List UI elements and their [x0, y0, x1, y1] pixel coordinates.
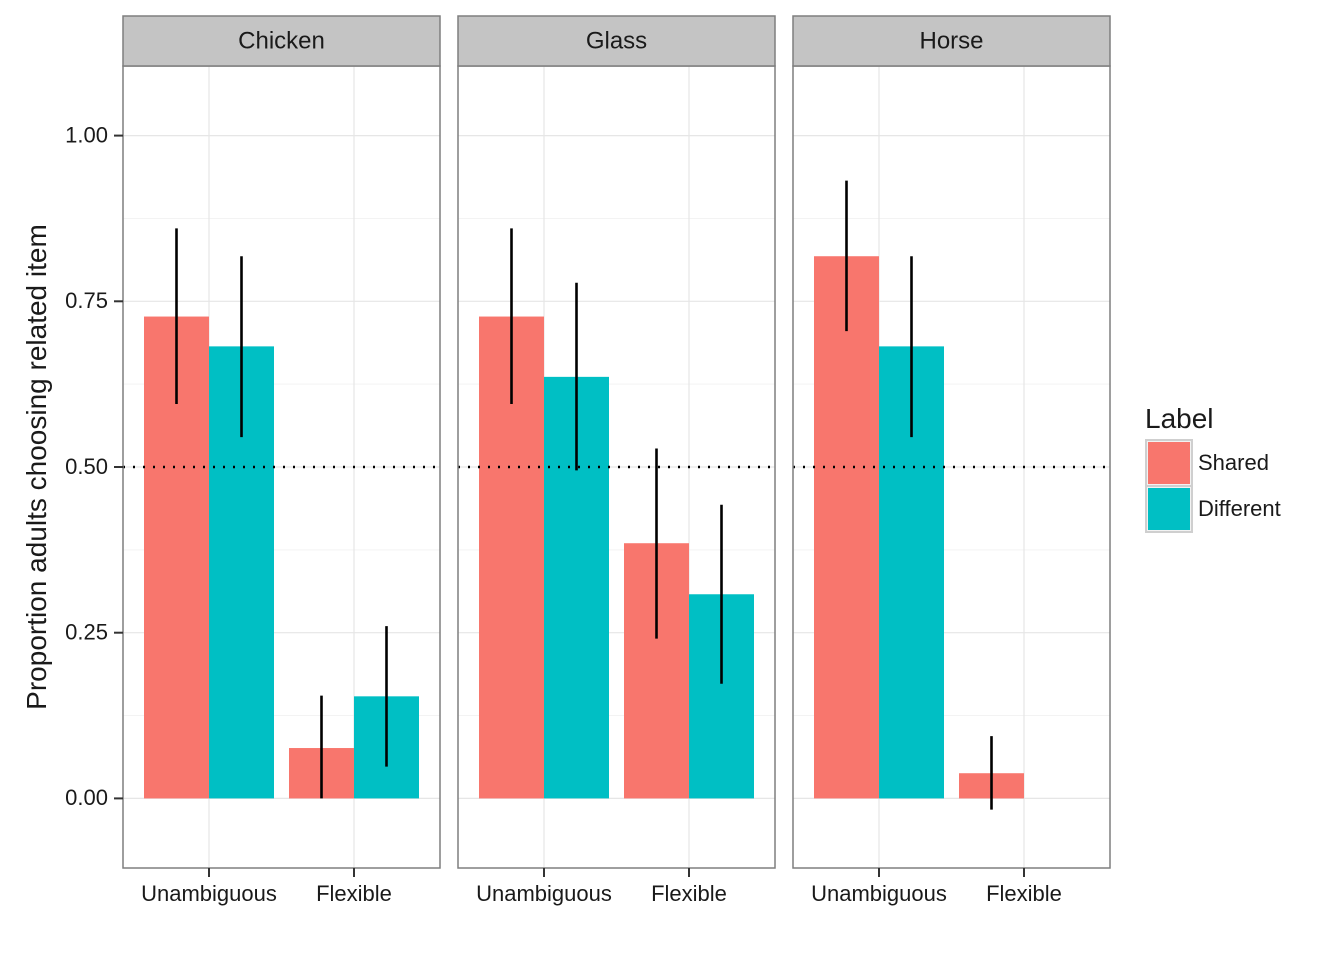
legend-swatch-different [1148, 488, 1190, 530]
y-axis: Proportion adults choosing related item … [21, 122, 123, 810]
legend-label: Shared [1198, 450, 1269, 475]
facet-panel-chicken: Chicken Unambiguous Flexible [122, 15, 441, 906]
x-tick-label: Unambiguous [811, 881, 947, 906]
facet-strip-label: Glass [586, 27, 647, 54]
x-tick-label: Flexible [986, 881, 1062, 906]
x-tick-label: Unambiguous [476, 881, 612, 906]
bar-horse-unambiguous-shared [814, 256, 879, 799]
facet-strip [122, 15, 441, 67]
facet-strip-label: Horse [919, 27, 983, 54]
x-tick-label: Flexible [651, 881, 727, 906]
facet-strip-label: Chicken [238, 27, 325, 54]
y-axis-title: Proportion adults choosing related item [21, 224, 52, 710]
legend: Label Shared Different [1145, 403, 1281, 533]
facet-strip [792, 15, 1111, 67]
x-tick-label: Unambiguous [141, 881, 277, 906]
y-tick-label: 0.50 [65, 454, 108, 479]
facet-strip [457, 15, 776, 67]
y-tick-label: 0.00 [65, 785, 108, 810]
facet-panel-horse: Horse Unambiguous Flexible [792, 15, 1111, 906]
panels-layer: Chicken Unambiguous Flexible Glass Unambiguo… [122, 15, 1111, 906]
legend-swatch-shared [1148, 442, 1190, 484]
legend-title: Label [1145, 403, 1214, 434]
x-tick-label: Flexible [316, 881, 392, 906]
legend-item-shared: Shared [1145, 439, 1269, 487]
legend-label: Different [1198, 496, 1281, 521]
y-tick-label: 1.00 [65, 122, 108, 147]
facet-panel-glass: Glass Unambiguous Flexible [457, 15, 776, 906]
y-tick-label: 0.75 [65, 288, 108, 313]
y-tick-label: 0.25 [65, 620, 108, 645]
legend-item-different: Different [1145, 485, 1281, 533]
